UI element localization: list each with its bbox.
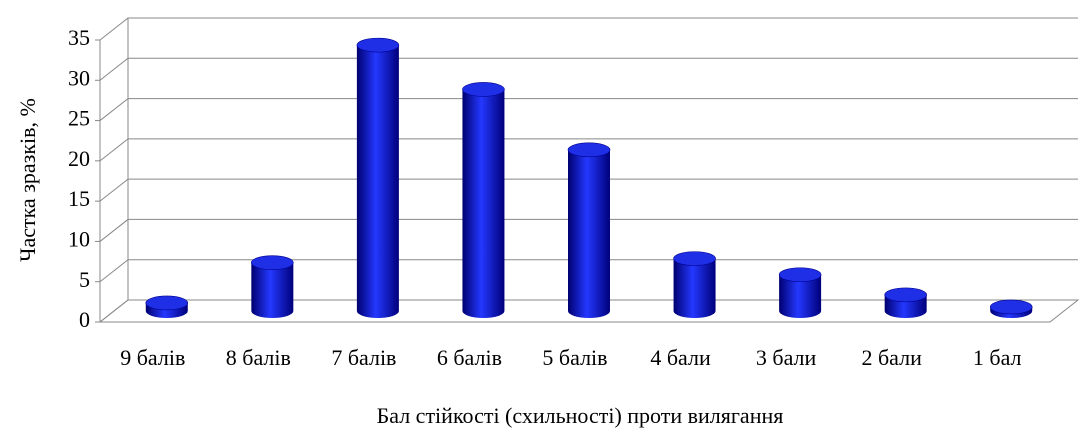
bar-top	[462, 82, 505, 97]
bar-body	[568, 149, 610, 318]
bar-top	[989, 299, 1033, 315]
y-tick-label: 5	[79, 267, 90, 292]
bar-body	[251, 262, 294, 318]
y-tick-label: 25	[68, 106, 90, 131]
bar-top	[145, 295, 189, 311]
bar	[989, 299, 1033, 318]
grid-line	[99, 138, 1078, 162]
grid-line	[99, 57, 1078, 81]
y-tick-label: 20	[68, 146, 90, 171]
y-tick-label: 30	[68, 65, 90, 90]
grid-line	[99, 218, 1078, 242]
grid-line	[99, 178, 1078, 202]
bar	[567, 142, 611, 318]
bar	[462, 82, 505, 318]
y-tick-label: 35	[68, 25, 90, 50]
y-tick-label: 10	[68, 226, 90, 251]
x-tick-label: 9 балів	[120, 345, 185, 370]
bar-body	[673, 258, 716, 318]
bar	[145, 295, 189, 318]
grid-line	[99, 259, 1078, 283]
bar-top	[567, 142, 611, 158]
bar-top	[673, 251, 716, 266]
y-tick-label: 15	[68, 186, 90, 211]
x-tick-label: 8 балів	[226, 345, 291, 370]
grid-line	[99, 98, 1078, 121]
x-tick-label: 1 бал	[973, 345, 1022, 370]
x-tick-label: 3 бали	[756, 345, 817, 370]
bar-body	[779, 274, 822, 318]
x-tick-label: 7 балів	[331, 345, 396, 370]
grid-line	[99, 299, 1078, 323]
grid-line	[99, 17, 1078, 41]
x-axis-label: Бал стійкості (схильності) проти виляган…	[377, 403, 784, 428]
bar	[356, 37, 400, 318]
y-tick-label: 0	[79, 307, 90, 332]
bar	[778, 267, 822, 318]
bar-body	[356, 45, 399, 318]
bar-top	[778, 267, 822, 283]
bar	[251, 255, 294, 318]
x-tick-label: 2 бали	[861, 345, 922, 370]
bar	[884, 287, 927, 318]
bar-top	[356, 37, 400, 53]
x-tick-label: 5 балів	[542, 345, 607, 370]
y-axis-label: Частка зразків, %	[15, 98, 40, 262]
x-tick-label: 6 балів	[437, 345, 502, 370]
bar-top	[884, 287, 927, 303]
x-tick-label: 4 бали	[650, 345, 711, 370]
bar-body	[462, 89, 505, 318]
bar	[673, 251, 716, 318]
bar-top	[251, 255, 294, 270]
